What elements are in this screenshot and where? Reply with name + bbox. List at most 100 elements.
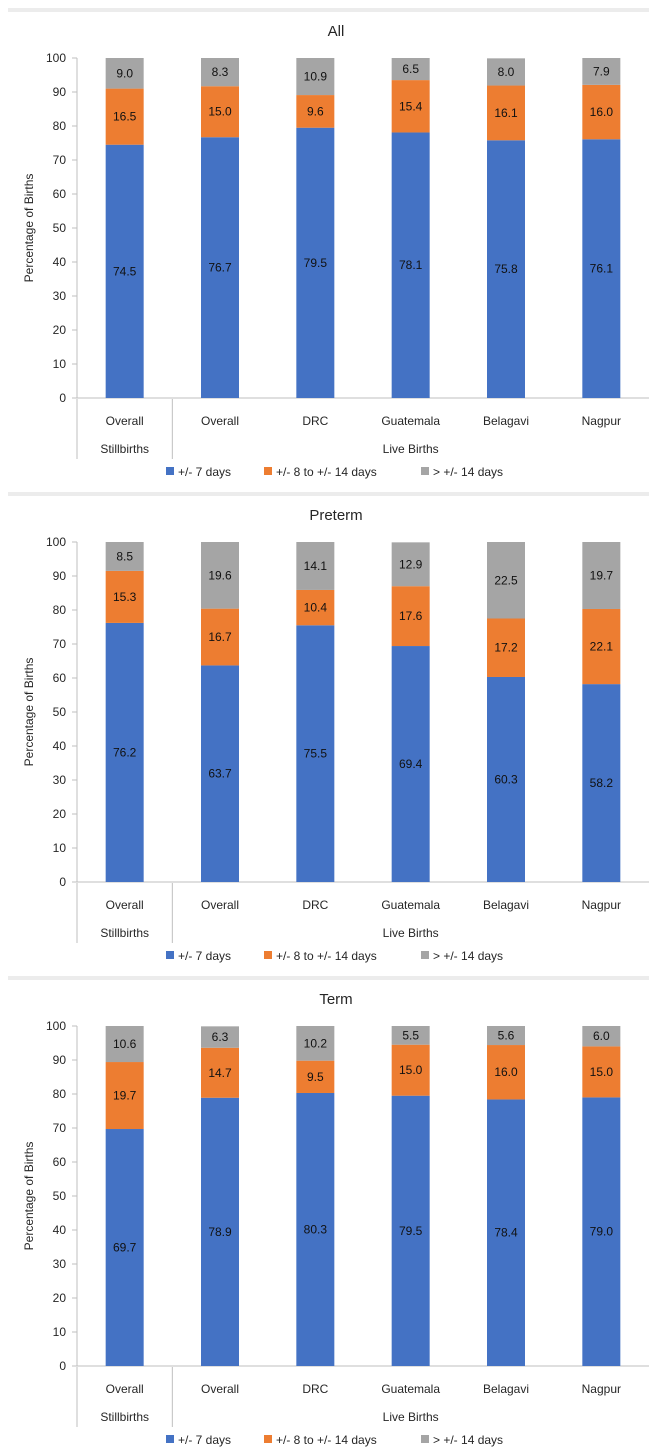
data-label: 5.5 — [402, 1028, 419, 1042]
bar-segment — [582, 1046, 621, 1098]
data-label: 6.0 — [593, 1029, 610, 1043]
y-tick-label: 30 — [53, 289, 67, 303]
x-group-label: Live Births — [383, 442, 439, 456]
data-label: 19.6 — [208, 568, 232, 582]
legend-label: > +/- 14 days — [433, 465, 503, 479]
chart-panel-term: Term 0 10 20 30 40 50 60 70 80 90 100 Percentage of … — [8, 976, 649, 1447]
bar-segment — [391, 1095, 430, 1366]
data-label: 19.7 — [590, 568, 614, 582]
bar-segment — [105, 1129, 144, 1366]
bar-segment — [201, 1047, 239, 1098]
y-tick-label: 70 — [53, 1121, 67, 1135]
data-label: 16.0 — [494, 1065, 518, 1079]
data-label: 69.7 — [113, 1241, 137, 1255]
x-tick-label: Overall — [106, 414, 144, 428]
y-tick-label: 80 — [53, 1087, 67, 1101]
y-tick-label: 60 — [53, 671, 67, 685]
data-label: 79.0 — [590, 1225, 614, 1239]
data-label: 15.4 — [399, 99, 423, 113]
data-label: 10.6 — [113, 1037, 137, 1051]
bar-segment — [582, 139, 621, 398]
data-label: 78.1 — [399, 258, 423, 272]
bar-segment — [296, 1026, 335, 1061]
legend-swatch — [166, 951, 174, 959]
data-label: 16.5 — [113, 110, 137, 124]
y-tick-label: 30 — [53, 773, 67, 787]
x-tick-label: DRC — [302, 1382, 328, 1396]
data-label: 58.2 — [590, 776, 614, 790]
y-tick-label: 70 — [53, 153, 67, 167]
x-tick-label: DRC — [302, 898, 328, 912]
y-tick-label: 100 — [46, 51, 66, 65]
data-label: 80.3 — [304, 1222, 328, 1236]
y-tick-label: 50 — [53, 705, 67, 719]
data-label: 76.1 — [590, 262, 614, 276]
bar-segment — [582, 608, 621, 685]
bar-segment — [201, 1097, 239, 1366]
y-tick-label: 70 — [53, 637, 67, 651]
x-tick-label: Guatemala — [381, 414, 440, 428]
y-tick-label: 10 — [53, 1325, 67, 1339]
bar-segment — [582, 1026, 621, 1047]
bar-segment — [391, 58, 430, 81]
data-label: 12.9 — [399, 557, 423, 571]
bar-segment — [201, 58, 239, 87]
chart-title: All — [328, 23, 345, 40]
bar-segment — [391, 586, 430, 647]
bar-segment — [105, 144, 144, 398]
x-tick-label: Overall — [106, 898, 144, 912]
bar-segment — [582, 542, 621, 609]
x-group-label: Stillbirths — [100, 926, 149, 940]
legend-swatch — [421, 951, 429, 959]
data-label: 14.7 — [208, 1066, 232, 1080]
data-label: 6.5 — [402, 62, 419, 76]
y-tick-label: 60 — [53, 1155, 67, 1169]
data-label: 15.3 — [113, 590, 137, 604]
legend-swatch — [166, 1435, 174, 1443]
y-tick-label: 60 — [53, 187, 67, 201]
data-label: 22.5 — [494, 573, 518, 587]
x-tick-label: Belagavi — [483, 898, 529, 912]
bar-segment — [201, 86, 239, 138]
data-label: 76.2 — [113, 745, 137, 759]
legend-label: +/- 8 to +/- 14 days — [276, 1433, 377, 1447]
x-group-label: Stillbirths — [100, 1410, 149, 1424]
data-label: 78.4 — [494, 1226, 518, 1240]
bar-segment — [105, 58, 144, 89]
y-tick-label: 30 — [53, 1257, 67, 1271]
y-tick-label: 40 — [53, 1223, 67, 1237]
data-label: 10.2 — [304, 1036, 328, 1050]
bar-segment — [487, 676, 525, 882]
bar-segment — [201, 665, 239, 882]
y-tick-label: 10 — [53, 841, 67, 855]
bar-segment — [201, 137, 239, 398]
y-tick-label: 80 — [53, 603, 67, 617]
data-label: 9.5 — [307, 1070, 324, 1084]
data-label: 16.7 — [208, 630, 232, 644]
data-label: 15.0 — [399, 1063, 423, 1077]
x-group-label: Live Births — [383, 926, 439, 940]
bar-segment — [296, 58, 335, 96]
chart-title: Preterm — [309, 507, 362, 524]
bar-segment — [487, 1026, 525, 1046]
x-tick-label: Belagavi — [483, 1382, 529, 1396]
y-tick-label: 50 — [53, 1189, 67, 1203]
x-tick-label: DRC — [302, 414, 328, 428]
bar-segment — [582, 84, 621, 140]
bar-segment — [487, 1045, 525, 1100]
data-label: 17.6 — [399, 609, 423, 623]
data-label: 8.5 — [116, 549, 133, 563]
data-label: 9.6 — [307, 104, 324, 118]
bar-segment — [487, 85, 525, 141]
bar-segment — [296, 625, 335, 882]
legend-swatch — [264, 1435, 272, 1443]
x-tick-label: Overall — [201, 898, 239, 912]
x-tick-label: Nagpur — [582, 1382, 621, 1396]
bar-segment — [582, 58, 621, 85]
x-tick-label: Nagpur — [582, 414, 621, 428]
y-tick-label: 40 — [53, 255, 67, 269]
data-label: 16.0 — [590, 105, 614, 119]
y-tick-label: 100 — [46, 1019, 66, 1033]
data-label: 79.5 — [399, 1224, 423, 1238]
data-label: 15.0 — [208, 105, 232, 119]
